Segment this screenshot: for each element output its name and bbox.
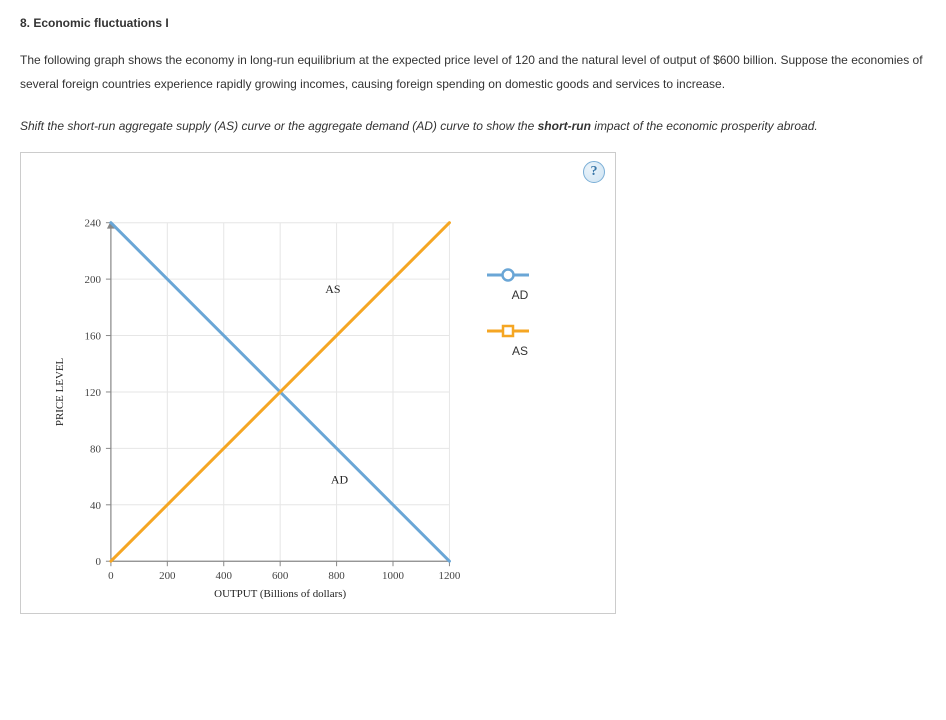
svg-text:160: 160 [85, 331, 102, 343]
question-paragraph: The following graph shows the economy in… [20, 48, 926, 96]
svg-text:240: 240 [85, 218, 102, 230]
svg-text:200: 200 [85, 274, 102, 286]
instruction-post: impact of the economic prosperity abroad… [591, 119, 818, 133]
graph-panel: ? 02004006008001000120004080120160200240… [20, 152, 616, 614]
legend-item-as[interactable]: AS [485, 324, 555, 358]
svg-text:0: 0 [108, 570, 114, 582]
svg-text:120: 120 [85, 387, 102, 399]
svg-text:800: 800 [328, 570, 345, 582]
svg-text:0: 0 [95, 556, 101, 568]
svg-text:400: 400 [216, 570, 233, 582]
svg-text:40: 40 [90, 500, 101, 512]
legend-item-ad[interactable]: AD [485, 268, 555, 302]
legend-label: AS [485, 344, 555, 358]
svg-text:OUTPUT (Billions of dollars): OUTPUT (Billions of dollars) [214, 588, 346, 600]
svg-text:80: 80 [90, 443, 101, 455]
svg-text:1200: 1200 [438, 570, 460, 582]
svg-text:PRICE LEVEL: PRICE LEVEL [54, 357, 66, 426]
legend: AD AS [485, 268, 555, 380]
instruction-text: Shift the short-run aggregate supply (AS… [20, 114, 926, 138]
svg-text:AD: AD [331, 473, 349, 487]
instruction-pre: Shift the short-run aggregate supply (AS… [20, 119, 538, 133]
svg-text:AS: AS [325, 282, 340, 296]
instruction-bold: short-run [538, 119, 591, 133]
svg-text:200: 200 [159, 570, 176, 582]
legend-label: AD [485, 288, 555, 302]
svg-text:1000: 1000 [382, 570, 404, 582]
question-heading: 8. Economic fluctuations I [20, 16, 926, 30]
svg-text:600: 600 [272, 570, 289, 582]
chart-canvas[interactable]: 0 200 400 600 800 1000 1200 0 40 80 120 160 200 240 OU… [21, 153, 615, 613]
